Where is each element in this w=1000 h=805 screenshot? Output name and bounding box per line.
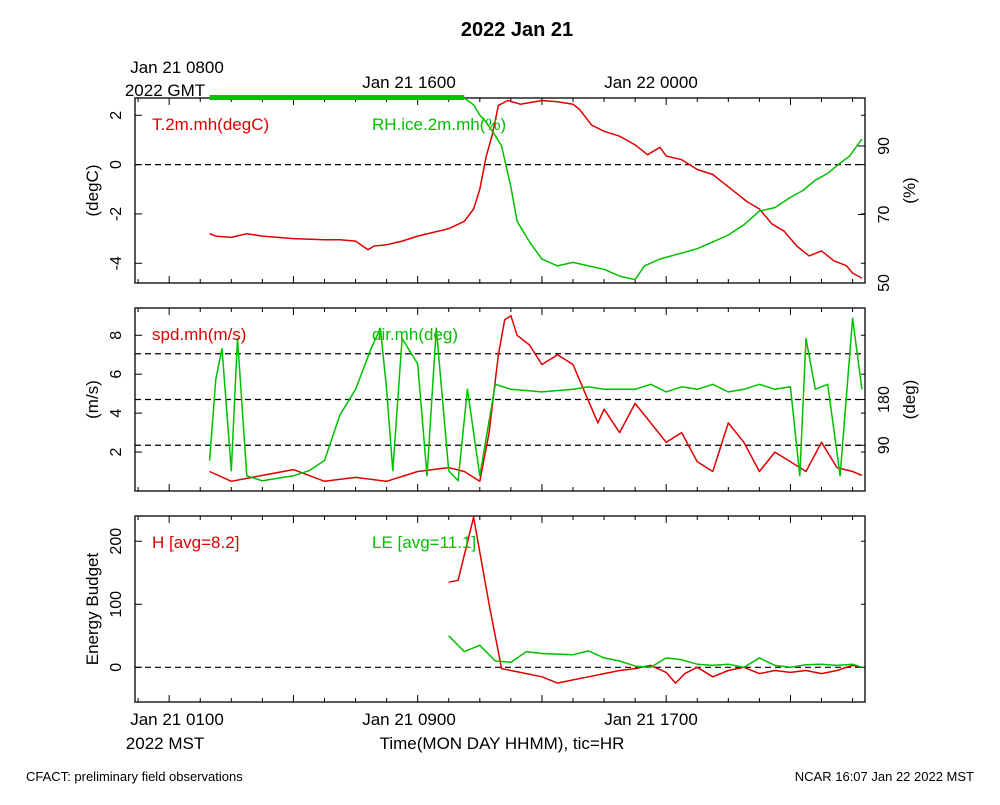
series-line	[208, 317, 863, 482]
y2-tick-label: 70	[876, 205, 893, 223]
bottom-axis-tz-label: 2022 MST	[126, 734, 204, 753]
series-line	[209, 98, 863, 281]
series-label: RH.ice.2m.mh(%)	[372, 115, 506, 134]
series-line	[448, 635, 863, 669]
top-axis-tz-label: 2022 GMT	[125, 81, 205, 100]
y2-axis-label: (%)	[900, 177, 919, 203]
series-label: T.2m.mh(degC)	[152, 115, 269, 134]
series-line	[209, 99, 863, 279]
y-tick-label: 0	[108, 663, 125, 672]
footer-left: CFACT: preliminary field observations	[26, 769, 243, 784]
panel-energy-budget: 200 100 0 Energy Budget H [avg=8.2] LE [avg=1…	[83, 515, 866, 703]
y-tick-label: -2	[108, 207, 125, 221]
y2-axis-label: (deg)	[900, 380, 919, 420]
y2-tick-label: 90	[876, 137, 893, 155]
series-line	[448, 516, 863, 684]
y-tick-label: 2	[108, 448, 125, 457]
y-tick-label: 200	[108, 528, 125, 555]
top-axis-tick-label: Jan 21 1600	[362, 73, 456, 92]
series-label: LE [avg=11.1]	[372, 533, 476, 552]
bottom-axis-tick-label: Jan 21 0100	[130, 710, 224, 729]
plot-frame	[134, 515, 866, 703]
y-tick-label: 100	[108, 591, 125, 618]
series-line	[209, 315, 863, 483]
x-axis-label: Time(MON DAY HHMM), tic=HR	[380, 734, 625, 753]
y-tick-label: 8	[108, 331, 125, 340]
series-label: dir.mh(deg)	[372, 325, 458, 344]
saturation-band	[209, 95, 465, 100]
y2-tick-label: 50	[876, 274, 893, 292]
chart-title: 2022 Jan 21	[461, 19, 573, 41]
y-tick-label: -4	[108, 256, 125, 270]
footer-right: NCAR 16:07 Jan 22 2022 MST	[795, 769, 974, 784]
top-axis-tick-label: Jan 21 0800	[130, 58, 224, 77]
top-axis-tick-label: Jan 22 0000	[604, 73, 698, 92]
y-axis-label: (degC)	[83, 165, 102, 217]
series-label: spd.mh(m/s)	[152, 325, 246, 344]
panel-temperature-humidity: 2 0 -2 -4 (degC) 90 70 50 (%) T.2m.mh(degC) RH.ice…	[83, 95, 919, 292]
y2-tick-label: 180	[876, 386, 893, 413]
bottom-axis-tick-label: Jan 21 0900	[362, 710, 456, 729]
chart-panels: 2 0 -2 -4 (degC) 90 70 50 (%) T.2m.mh(degC) RH.ice…	[83, 95, 919, 703]
y-tick-label: 0	[108, 160, 125, 169]
y-axis-label: (m/s)	[83, 380, 102, 419]
plot-frame	[134, 97, 866, 284]
y2-tick-label: 90	[876, 436, 893, 454]
y-axis-label: Energy Budget	[83, 552, 102, 665]
y-tick-label: 2	[108, 111, 125, 120]
y-tick-label: 6	[108, 370, 125, 379]
y-tick-label: 4	[108, 409, 125, 418]
bottom-axis-tick-label: Jan 21 1700	[604, 710, 698, 729]
series-label: H [avg=8.2]	[152, 533, 239, 552]
panel-wind: 8 6 4 2 (m/s) 180 90 (deg) spd.mh(m/s) dir.mh(deg…	[83, 307, 919, 492]
